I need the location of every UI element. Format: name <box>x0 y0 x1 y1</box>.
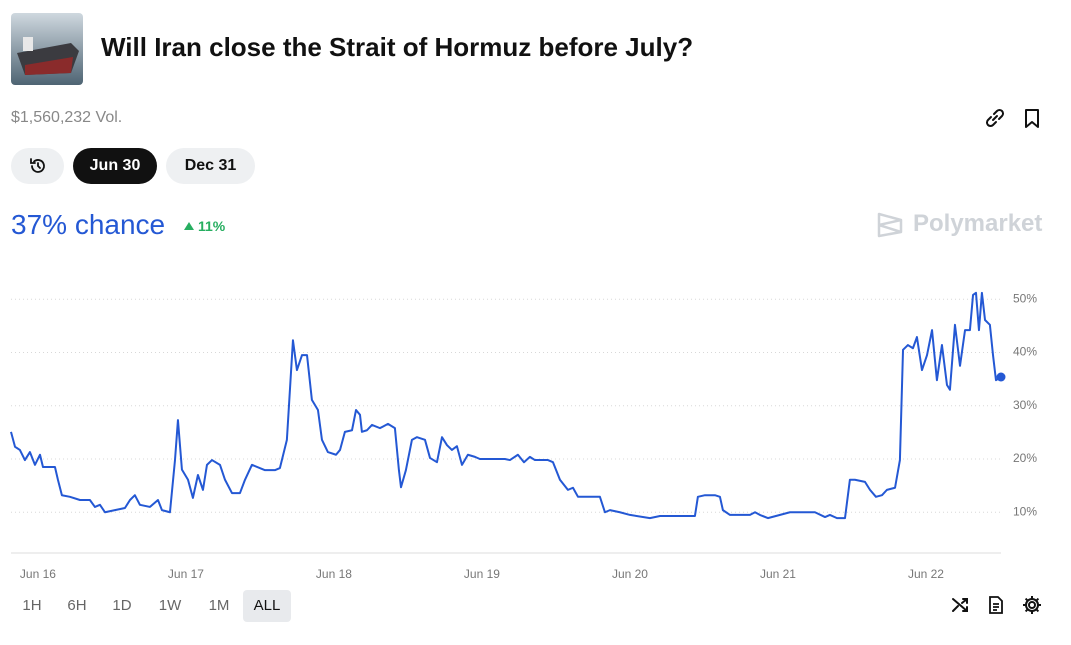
x-tick-label: Jun 22 <box>908 567 944 581</box>
settings-icon[interactable] <box>1022 595 1042 615</box>
line <box>10 291 1002 520</box>
shuffle-icon[interactable] <box>950 595 970 615</box>
range-button[interactable]: 1H <box>22 597 42 614</box>
y-tick-label: 10% <box>1013 504 1037 518</box>
link-icon[interactable] <box>984 107 1006 129</box>
end-dot <box>996 372 1006 382</box>
document-icon[interactable] <box>987 595 1005 615</box>
x-tick-label: Jun 16 <box>20 567 56 581</box>
title: Will Iran close the Strait of Hormuz bef… <box>101 32 694 62</box>
range-button[interactable]: 6H <box>67 597 87 614</box>
range-button-active[interactable]: ALL <box>243 590 291 622</box>
chance: 37% chance <box>11 209 166 240</box>
volume: $1,560,232 Vol. <box>11 109 123 126</box>
y-tick-label: 30% <box>1013 398 1037 412</box>
up-arrow <box>184 222 194 230</box>
bookmark-icon[interactable] <box>1022 107 1042 129</box>
range-button[interactable]: 1M <box>208 597 230 614</box>
market-image <box>11 13 83 85</box>
range-button[interactable]: 1W <box>158 597 182 614</box>
brand: Polymarket <box>913 210 1043 237</box>
brand-logo <box>877 212 903 238</box>
history-icon <box>29 158 45 173</box>
x-tick-label: Jun 21 <box>760 567 796 581</box>
y-tick-label: 40% <box>1013 345 1037 359</box>
range-button[interactable]: 1D <box>112 597 132 614</box>
x-tick-label: Jun 18 <box>316 567 352 581</box>
history-button[interactable] <box>11 148 64 184</box>
x-tick-label: Jun 17 <box>168 567 204 581</box>
date-tab[interactable]: Dec 31 <box>166 148 255 184</box>
change: 11% <box>198 218 226 234</box>
x-tick-label: Jun 19 <box>464 567 500 581</box>
x-tick-label: Jun 20 <box>612 567 648 581</box>
date-tab-active[interactable]: Jun 30 <box>73 148 157 184</box>
y-tick-label: 20% <box>1013 451 1037 465</box>
y-tick-label: 50% <box>1013 291 1037 305</box>
